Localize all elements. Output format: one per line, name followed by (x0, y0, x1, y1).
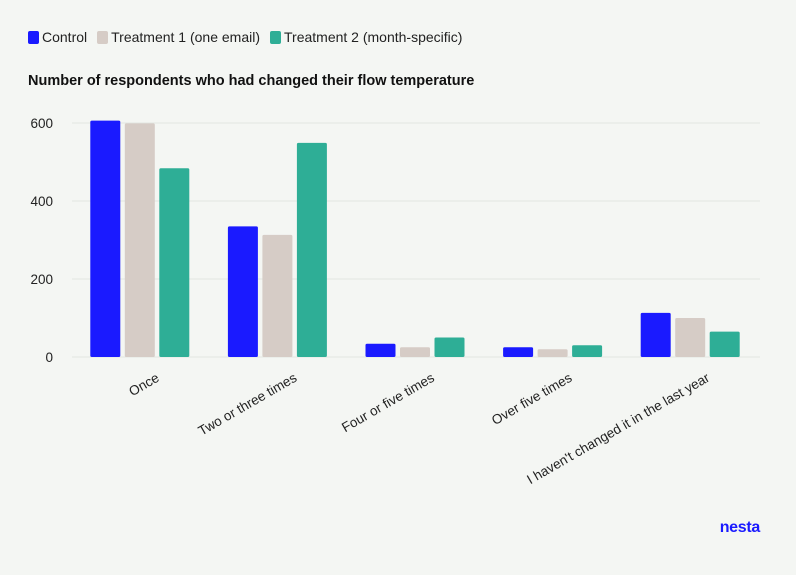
bar-treatment-2-month-specific-4[interactable] (709, 331, 740, 357)
bar-control-3[interactable] (503, 347, 534, 357)
x-tick-label: Two or three times (196, 370, 300, 439)
bar-treatment-2-month-specific-1[interactable] (296, 142, 327, 357)
x-tick-label: Once (126, 370, 161, 399)
nesta-logo: nesta (719, 519, 761, 536)
bar-control-2[interactable] (365, 343, 396, 357)
bar-treatment-1-one-email-1[interactable] (262, 234, 293, 357)
y-tick-label: 600 (30, 116, 53, 131)
bar-treatment-2-month-specific-2[interactable] (434, 337, 465, 358)
bars (90, 120, 740, 358)
bar-control-4[interactable] (640, 312, 671, 357)
legend-item-treatment-1[interactable]: Treatment 1 (one email) (97, 29, 260, 45)
legend-label-treatment-2: Treatment 2 (month-specific) (284, 29, 463, 45)
legend-swatch-treatment-1 (97, 30, 109, 44)
bar-control-0[interactable] (90, 120, 121, 357)
y-axis-ticks: 0 200 400 600 (30, 116, 53, 365)
bar-treatment-2-month-specific-0[interactable] (159, 168, 190, 357)
chart-title: Number of respondents who had changed th… (28, 73, 475, 89)
chart-legend: Control Treatment 1 (one email) Treatmen… (28, 29, 464, 45)
y-tick-label: 0 (45, 350, 53, 365)
y-tick-label: 400 (30, 194, 53, 209)
legend-item-treatment-2[interactable]: Treatment 2 (month-specific) (270, 29, 462, 45)
bar-treatment-1-one-email-4[interactable] (675, 318, 706, 357)
legend-item-control[interactable]: Control (28, 29, 87, 45)
y-tick-label: 200 (30, 272, 53, 287)
legend-label-control: Control (42, 29, 88, 45)
x-axis-labels: Once Two or three times Four or five times… (126, 370, 712, 487)
x-tick-label: Over five times (489, 370, 575, 428)
legend-swatch-control (28, 30, 39, 44)
bar-treatment-2-month-specific-3[interactable] (572, 345, 603, 357)
bar-treatment-1-one-email-0[interactable] (124, 123, 155, 357)
legend-swatch-treatment-2 (270, 30, 282, 44)
legend-label-treatment-1: Treatment 1 (one email) (111, 29, 261, 45)
bar-treatment-1-one-email-3[interactable] (537, 349, 568, 357)
x-tick-label: Four or five times (339, 370, 437, 435)
bar-control-1[interactable] (227, 226, 258, 357)
bar-treatment-1-one-email-2[interactable] (400, 347, 430, 357)
